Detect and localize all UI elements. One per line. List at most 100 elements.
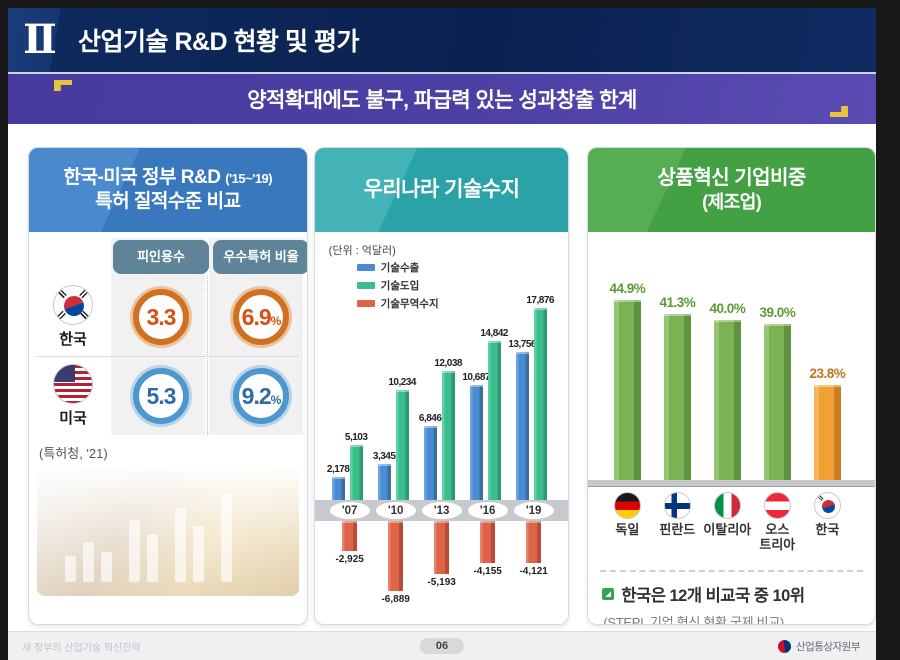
country-label: 독일	[615, 522, 640, 537]
x-axis-line	[588, 480, 875, 486]
panel-tech-balance-title: 우리나라 기술수지	[314, 148, 569, 232]
x-tick-label: '19	[513, 502, 554, 519]
x-axis-band: '07 '10 '13 '16 '19	[314, 500, 569, 521]
bar-value-label: 40.0%	[709, 301, 746, 316]
country-flags-row: 독일 핀란드 이탈리아 오스 트리아 한국	[602, 492, 861, 568]
panel-patent-title-line2: 특허 질적수준 비교	[95, 191, 241, 212]
note-source: (STEPI, 기업 혁신 현황 국제 비교)	[603, 615, 784, 625]
bar-value-label: 12,038	[434, 358, 462, 369]
header-separator	[8, 72, 876, 74]
country-slot: 한국	[802, 492, 852, 538]
trade-balance-bar	[388, 521, 404, 591]
bar-value-label: 10,687	[462, 372, 490, 383]
note-block: 한국은 12개 비교국 중 10위 (STEPI, 기업 혁신 현황 국제 비교…	[600, 570, 863, 625]
stat-value: 9.2	[241, 382, 272, 409]
innovation-bar	[763, 324, 791, 480]
panel-patent-quality: 한국-미국 정부 R&D ('15~'19) 특허 질적수준 비교 피인용수 우…	[28, 147, 308, 625]
bar-value-label: 23.8%	[809, 366, 846, 381]
usa-flag-icon	[53, 364, 93, 404]
footer-doc-title: 새 정부의 산업기술 혁신전략	[22, 642, 141, 654]
country-label: 핀란드	[659, 522, 696, 537]
legend-label: 기술무역수지	[380, 298, 439, 310]
bar-value-label: 17,876	[526, 295, 554, 306]
stat-excellent-usa: 9.2%	[233, 368, 289, 424]
innovation-bar	[813, 385, 841, 480]
page-title: 산업기술 R&D 현황 및 평가	[78, 28, 359, 56]
korea-flag-icon	[53, 285, 93, 325]
decorative-photo	[37, 468, 299, 596]
ministry-logo-icon	[777, 639, 791, 653]
slide: Ⅱ 산업기술 R&D 현황 및 평가 양적확대에도 불구, 파급력 있는 성과창…	[8, 8, 876, 660]
footer-ministry: 산업통상자원부	[777, 639, 861, 654]
bar-value-label: 3,345	[372, 451, 396, 462]
legend-swatch-icon	[356, 264, 375, 271]
innovation-bar	[713, 320, 741, 480]
x-tick-label: '13	[421, 502, 462, 519]
trade-balance-bar	[434, 521, 450, 574]
tech-import-bar	[349, 445, 363, 500]
legend-label: 기술도입	[380, 280, 420, 292]
italy-flag-icon	[713, 492, 741, 519]
country-slot: 이탈리아	[702, 492, 752, 538]
germany-flag-icon	[613, 492, 641, 519]
column-header-citations: 피인용수	[113, 240, 209, 274]
country-label: 오스 트리아	[759, 522, 796, 552]
stat-citations-usa: 5.3	[133, 368, 189, 424]
key-message-banner: 양적확대에도 불구, 파급력 있는 성과창출 한계	[8, 74, 876, 124]
header-bar: Ⅱ 산업기술 R&D 현황 및 평가	[8, 8, 876, 72]
bar-value-label: 6,846	[418, 413, 442, 424]
column-divider	[207, 276, 208, 435]
tech-import-bar	[441, 371, 455, 500]
korea-sm-flag-icon	[813, 492, 841, 519]
corner-flag-icon	[54, 80, 72, 91]
trade-balance-bar	[342, 521, 358, 551]
positive-bars-area: 2,178 5,103 3,345 10,234 6,846 12,038 10,687 14…	[327, 264, 557, 500]
bar-value-label: 39.0%	[759, 305, 796, 320]
footer-bar: 새 정부의 산업기술 혁신전략 06 산업통상자원부	[8, 631, 876, 660]
bar-value-label: 5,103	[344, 432, 368, 443]
tech-import-bar	[487, 341, 501, 500]
panel-product-innovation: 상품혁신 기업비중 (제조업) 44.9% 41.3% 40.0% 39.0% 23.8…	[587, 147, 876, 625]
panel-patent-title: 한국-미국 정부 R&D ('15~'19) 특허 질적수준 비교	[29, 148, 307, 232]
bar-value-label: -4,155	[473, 566, 502, 577]
legend-swatch-icon	[356, 300, 375, 307]
negative-bars-area: -2,925 -6,889 -5,193 -4,155 -4,121	[327, 521, 557, 613]
unit-label: (단위 : 억달러)	[328, 245, 396, 257]
tech-export-bar	[515, 352, 529, 500]
panel-product-innovation-title: 상품혁신 기업비중 (제조업)	[588, 148, 875, 232]
tech-import-bar	[395, 390, 409, 500]
finland-flag-icon	[663, 492, 691, 519]
stat-unit: %	[270, 392, 282, 407]
bar-value-label: -6,889	[381, 594, 410, 605]
country-slot: 오스 트리아	[752, 492, 802, 553]
legend-label: 기술수출	[380, 262, 420, 274]
column-header-excellent-ratio: 우수특허 비율	[213, 240, 307, 274]
innovation-bar	[613, 300, 641, 480]
legend-item: 기술수출	[356, 260, 439, 275]
legend-swatch-icon	[356, 282, 375, 289]
tech-export-bar	[377, 464, 391, 500]
panel-product-title-line2: (제조업)	[702, 192, 762, 213]
x-tick-label: '16	[467, 502, 508, 519]
corner-flag-icon	[830, 106, 848, 117]
bar-value-label: 41.3%	[659, 295, 696, 310]
stat-value: 5.3	[146, 382, 177, 409]
source-note: (특허청, '21)	[39, 446, 108, 461]
patent-table: 피인용수 우수특허 비율 한국	[29, 232, 307, 596]
stat-value: 3.3	[146, 303, 177, 330]
page-number: 06	[419, 638, 465, 654]
innovation-chart: 44.9% 41.3% 40.0% 39.0% 23.8% 독일 핀란드 이탈리아 오스 트리…	[588, 232, 875, 625]
panel-patent-title-line1: 한국-미국 정부 R&D	[63, 167, 221, 189]
bar-value-label: 44.9%	[609, 281, 646, 296]
legend-item: 기술도입	[356, 278, 439, 293]
stat-excellent-korea: 6.9%	[233, 289, 289, 345]
country-label: 미국	[59, 410, 87, 427]
bar-value-label: -5,193	[427, 577, 456, 588]
section-numeral: Ⅱ	[23, 17, 57, 62]
bar-value-label: 2,178	[326, 464, 350, 475]
table-row-korea: 한국 3.3 6.9%	[37, 278, 299, 357]
bar-value-label: 10,234	[388, 377, 416, 388]
